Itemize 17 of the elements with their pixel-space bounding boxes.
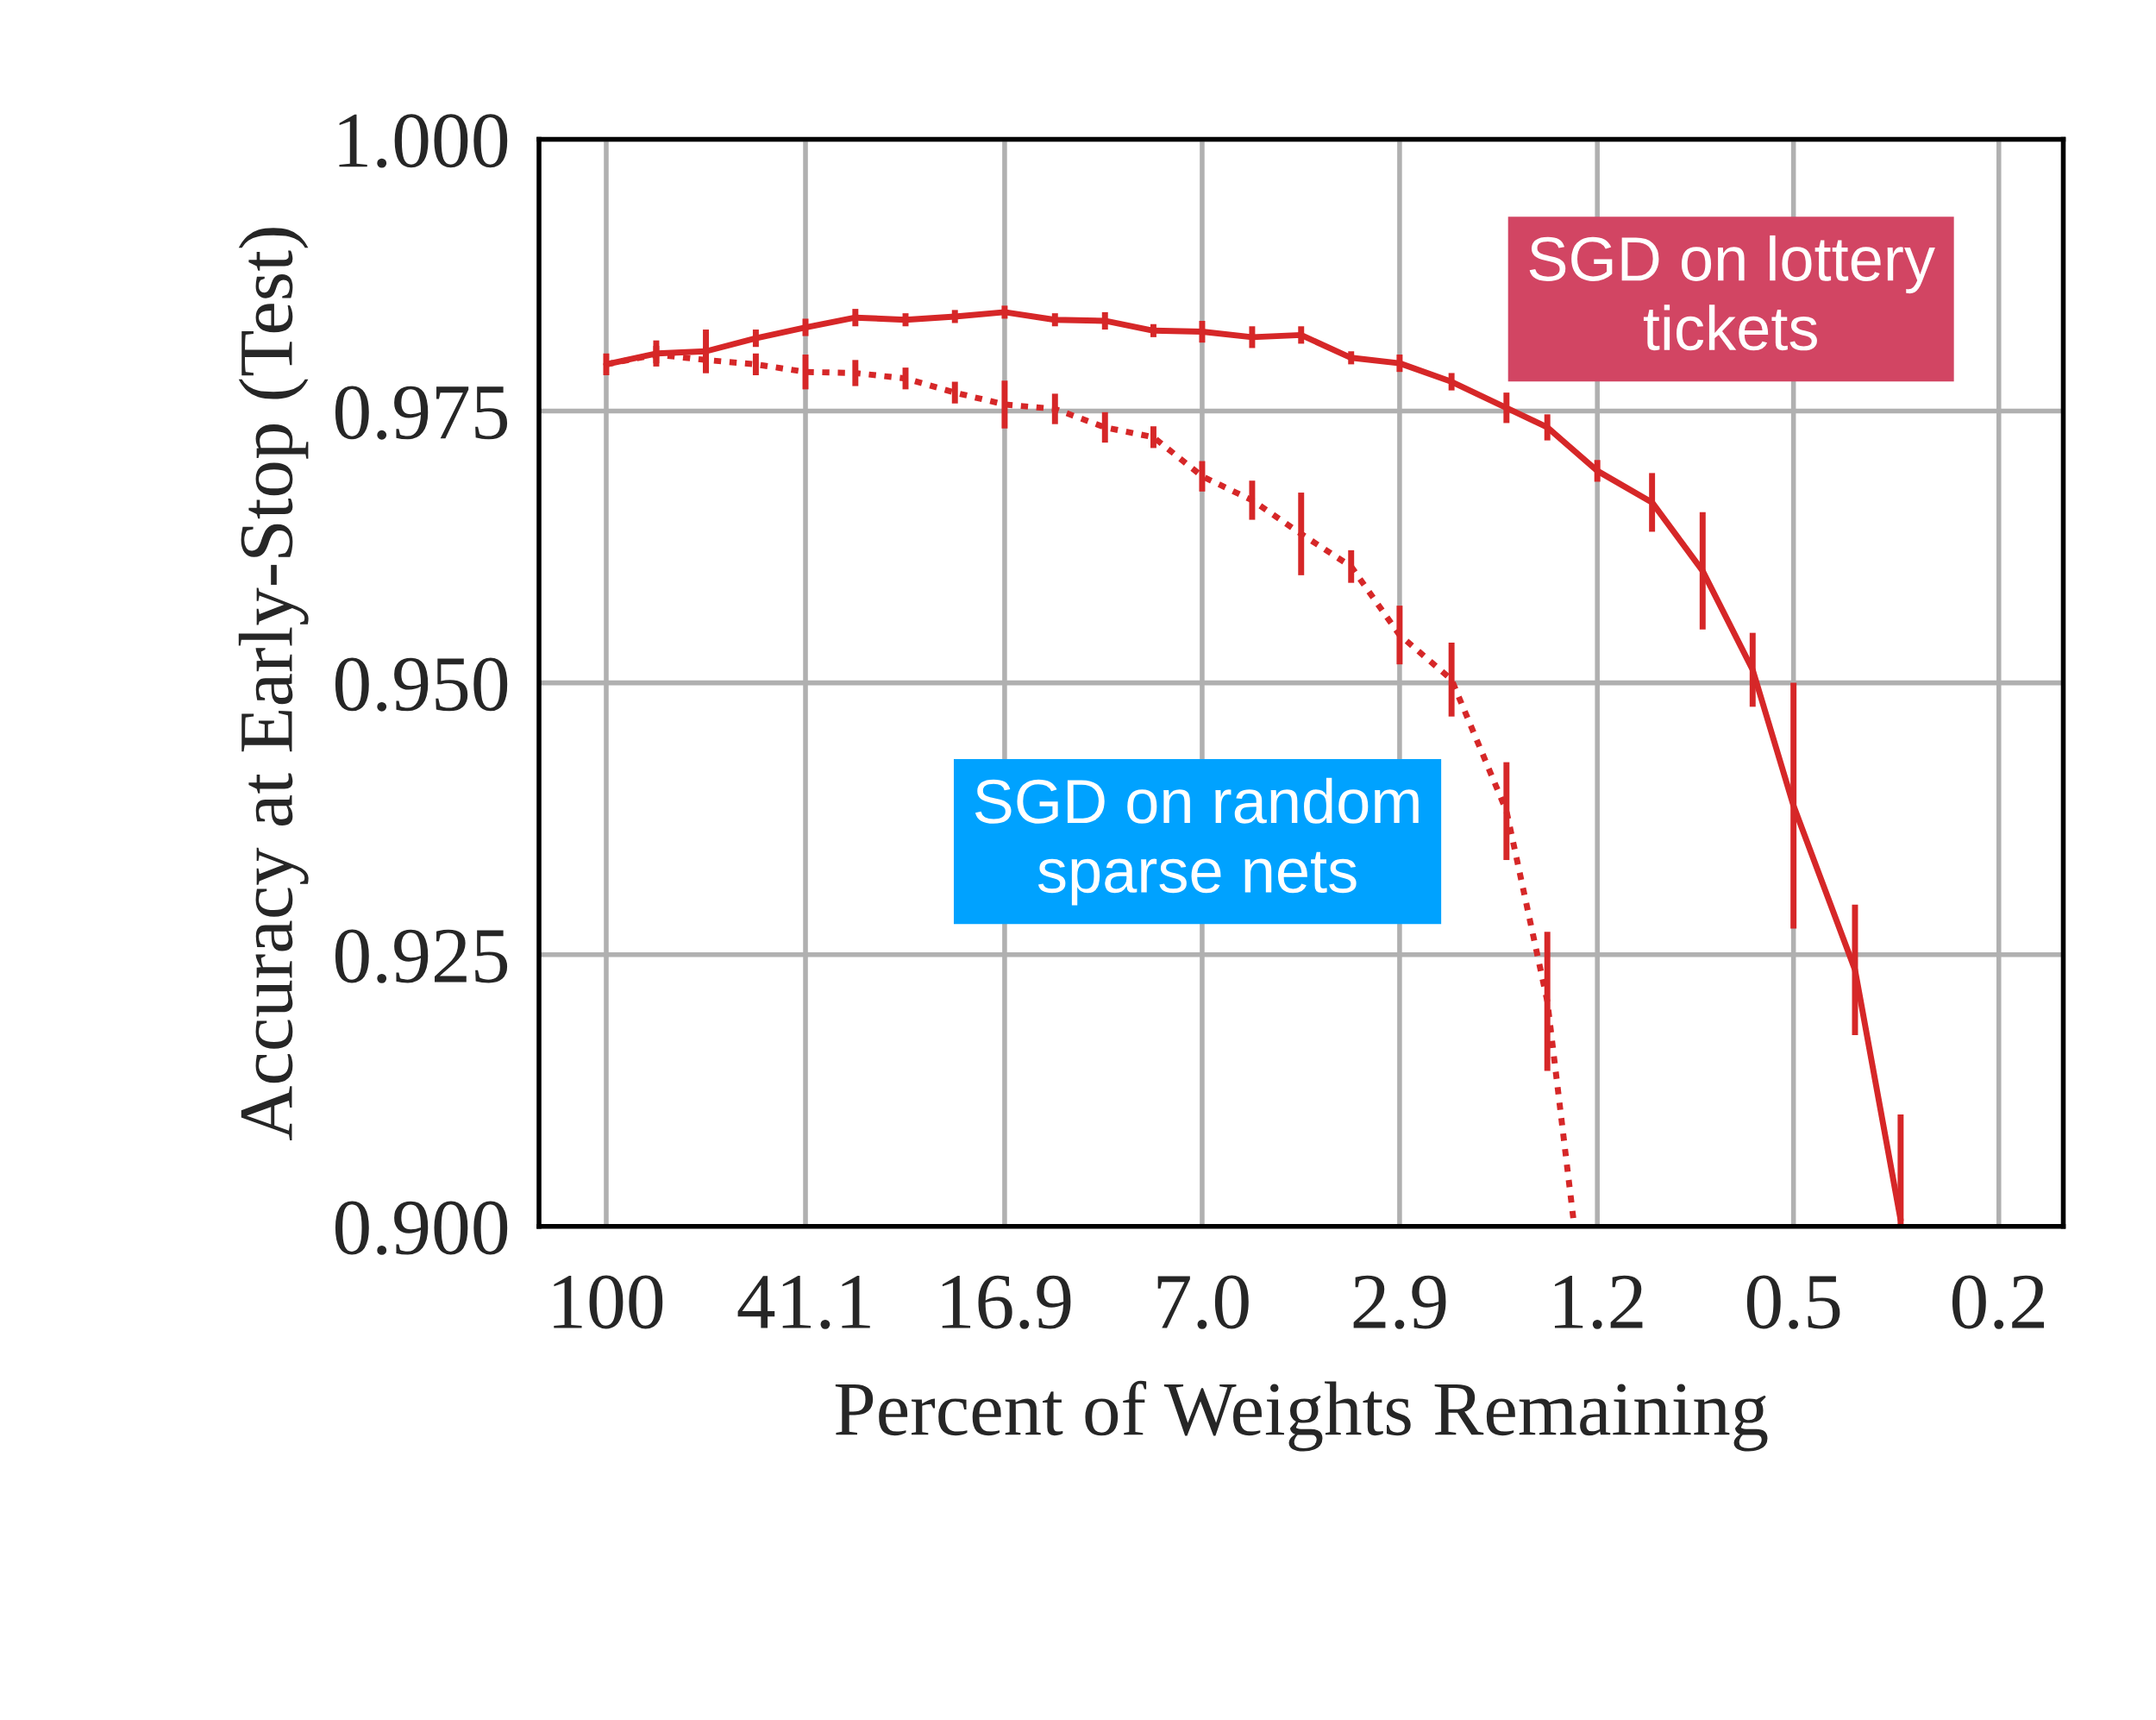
y-tick-label: 0.900: [335, 1201, 508, 1255]
x-tick-label: 0.2: [1952, 1275, 2044, 1329]
series-label: SGD on lottery tickets: [1529, 235, 1935, 351]
x-tick-label: 0.5: [1746, 1275, 1840, 1329]
y-tick-label: 0.975: [335, 386, 508, 440]
x-tick-label: 7.0: [1157, 1275, 1249, 1329]
y-tick-label: 0.950: [335, 657, 508, 712]
x-tick-label: 100: [554, 1275, 663, 1329]
x-axis-title: Percent of Weights Remaining: [835, 1380, 1768, 1452]
x-tick-label: 1.2: [1554, 1275, 1643, 1329]
x-tick-label: 2.9: [1353, 1275, 1446, 1329]
x-tick-label: 41.1: [737, 1275, 870, 1329]
x-tick-label: 16.9: [942, 1275, 1071, 1329]
series-label: SGD on random sparse nets: [975, 777, 1419, 906]
y-tick-label: 0.925: [335, 929, 508, 983]
y-tick-label: 1.000: [339, 114, 508, 168]
y-axis-title: Accuracy at Early-Stop (Test): [238, 228, 309, 1140]
